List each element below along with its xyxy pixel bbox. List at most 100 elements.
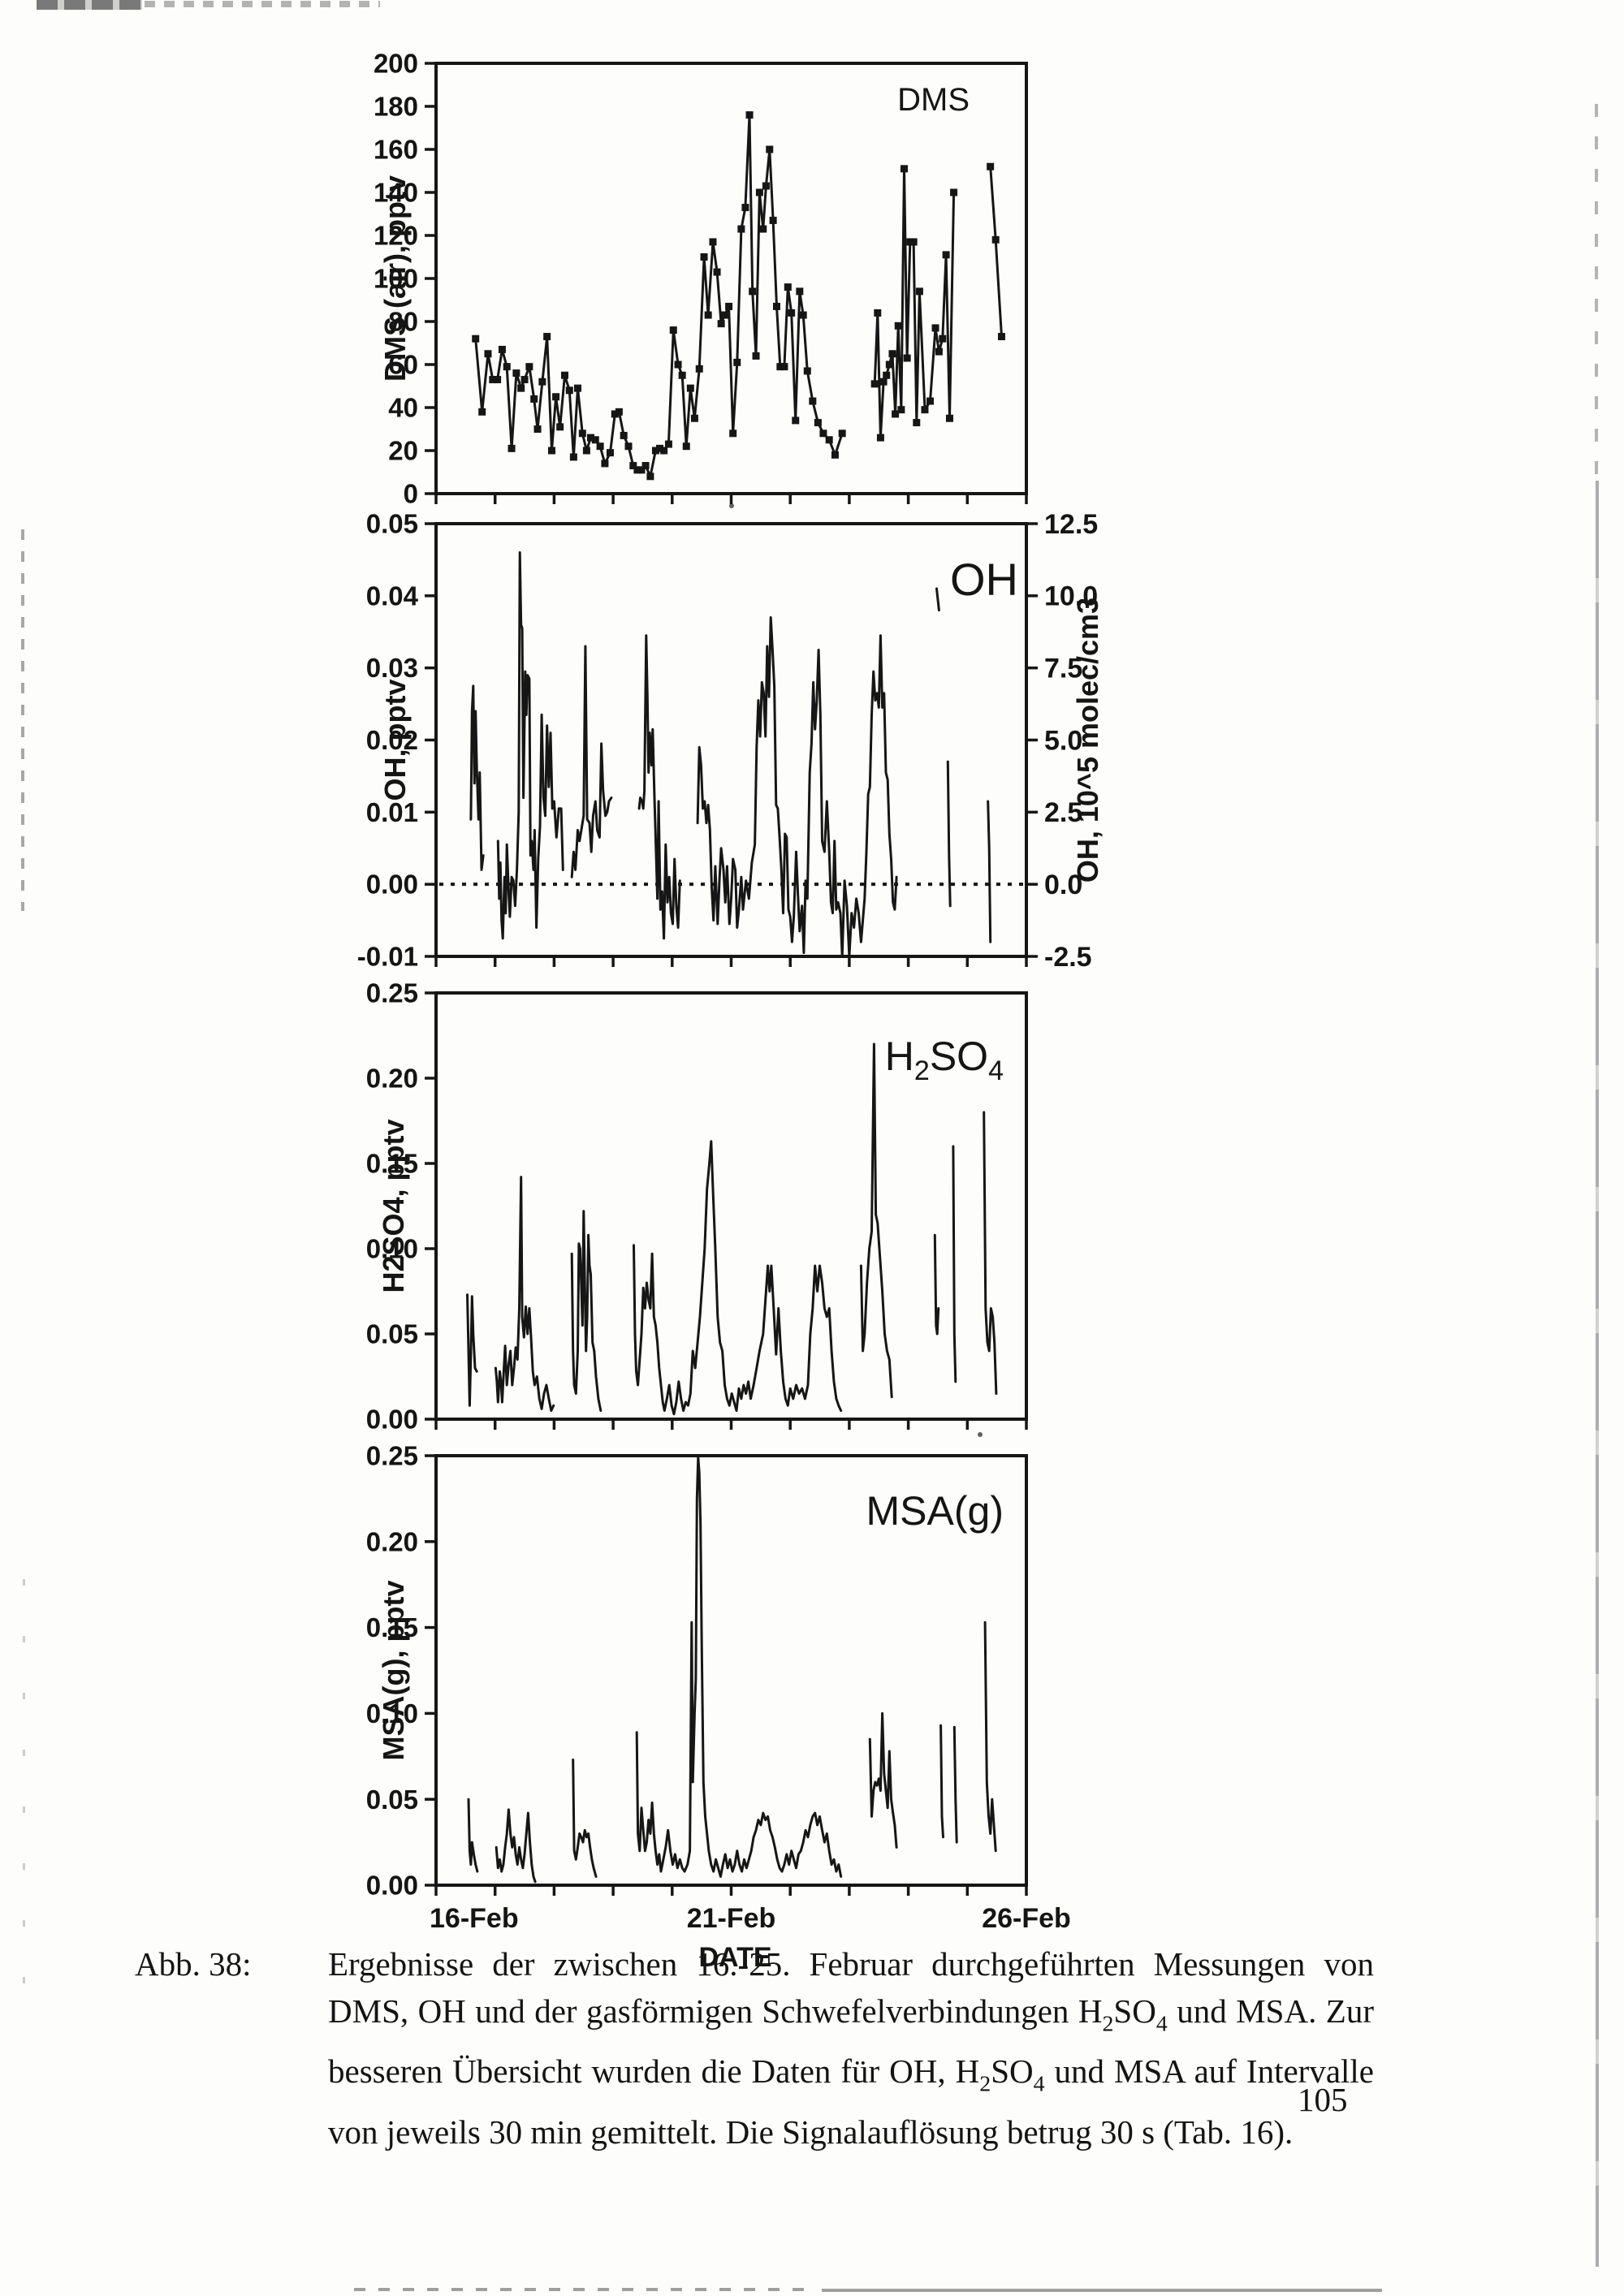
data-marker bbox=[695, 365, 703, 373]
data-marker bbox=[713, 268, 721, 276]
data-marker bbox=[759, 225, 767, 233]
data-marker bbox=[752, 352, 760, 360]
data-marker bbox=[512, 369, 520, 378]
data-marker bbox=[894, 322, 902, 330]
data-marker bbox=[931, 324, 939, 332]
plot-frame bbox=[434, 62, 1028, 495]
data-marker bbox=[533, 425, 542, 433]
y-tick-label: 40 bbox=[388, 393, 418, 423]
data-marker bbox=[766, 145, 774, 153]
y-axis-title: OH, pptv bbox=[378, 680, 412, 801]
y-tick-label: 0.15 bbox=[366, 1612, 418, 1642]
x-tick-label: 21-Feb bbox=[687, 1903, 776, 1934]
data-marker bbox=[741, 204, 749, 212]
y-axis-title: H2SO4, pptv bbox=[377, 1119, 410, 1293]
data-marker bbox=[472, 334, 480, 343]
data-marker bbox=[888, 350, 896, 358]
data-marker bbox=[704, 311, 712, 319]
series-msa bbox=[635, 1456, 843, 1878]
data-marker bbox=[556, 423, 564, 431]
data-marker bbox=[530, 395, 538, 403]
data-marker bbox=[780, 363, 788, 371]
series-oh bbox=[496, 551, 564, 940]
data-marker bbox=[903, 354, 911, 362]
y-tick-label: 0.25 bbox=[366, 1441, 418, 1471]
data-marker bbox=[629, 462, 637, 470]
data-marker bbox=[755, 188, 763, 196]
data-marker bbox=[819, 429, 827, 438]
series-msa bbox=[983, 1621, 997, 1853]
data-marker bbox=[874, 309, 882, 317]
data-marker bbox=[543, 333, 551, 341]
right-y-tick-label: -2.5 bbox=[1044, 942, 1092, 973]
data-marker bbox=[901, 165, 909, 173]
page-number: 105 bbox=[1298, 2081, 1348, 2118]
data-marker bbox=[656, 444, 664, 452]
data-marker bbox=[508, 444, 516, 452]
y-tick-label: 100 bbox=[374, 264, 418, 294]
data-marker bbox=[484, 350, 492, 358]
chart-title-dms: DMS bbox=[897, 82, 970, 118]
y-tick-label: 0.00 bbox=[366, 870, 418, 900]
data-marker bbox=[525, 363, 533, 371]
series-h2so4 bbox=[933, 1233, 940, 1336]
data-marker bbox=[809, 397, 817, 405]
right-y-axis-title: OH, 10^5 molec/cm3 bbox=[1071, 598, 1104, 883]
series-oh bbox=[570, 645, 613, 878]
y-tick-label: 0.25 bbox=[366, 978, 418, 1008]
series-msa bbox=[952, 1725, 958, 1844]
data-marker bbox=[788, 309, 796, 317]
chart-title-oh: OH bbox=[950, 554, 1018, 605]
data-marker bbox=[762, 182, 770, 190]
caption-line: DMS, OH und der gasförmigen Schwefelverb… bbox=[328, 1992, 1374, 2037]
chart-msa: 0.00 0.05 0.10 0.15 0.20 0.25 16-Feb 21-Feb 26-F… bbox=[366, 1441, 1071, 1973]
data-marker bbox=[721, 311, 729, 319]
data-marker bbox=[503, 363, 511, 371]
x-tick-label: 26-Feb bbox=[982, 1903, 1071, 1934]
data-marker bbox=[498, 345, 506, 353]
data-marker bbox=[633, 466, 641, 474]
data-marker bbox=[935, 347, 943, 356]
series-h2so4 bbox=[952, 1145, 957, 1383]
data-marker bbox=[885, 360, 893, 369]
data-marker bbox=[737, 225, 745, 233]
data-marker bbox=[913, 419, 921, 427]
data-marker bbox=[552, 393, 560, 401]
data-marker bbox=[674, 360, 682, 369]
x-tick-label: 16-Feb bbox=[430, 1903, 519, 1934]
series-h2so4 bbox=[859, 1042, 893, 1399]
y-tick-label: 140 bbox=[374, 178, 418, 208]
figure-caption: Abb. 38: Ergebnisse der zwischen 16.-25.… bbox=[135, 1940, 1377, 2156]
chart-oh: -0.01 0.00 0.01 0.02 0.03 0.04 0.05 OH, pptv -2.… bbox=[357, 509, 1104, 973]
data-marker bbox=[637, 466, 646, 474]
data-marker bbox=[520, 376, 529, 384]
data-marker bbox=[796, 287, 804, 296]
data-marker bbox=[784, 283, 792, 291]
series-dms bbox=[474, 114, 844, 478]
data-marker bbox=[489, 376, 497, 384]
data-marker bbox=[945, 414, 953, 422]
data-marker bbox=[749, 287, 757, 296]
series-msa bbox=[868, 1711, 898, 1849]
data-marker bbox=[717, 320, 725, 328]
figure-label: Abb. 38: bbox=[135, 1945, 252, 1983]
data-marker bbox=[892, 410, 900, 418]
data-marker bbox=[578, 429, 586, 438]
series-oh bbox=[469, 684, 485, 871]
data-marker bbox=[686, 384, 694, 392]
data-marker bbox=[646, 473, 654, 481]
y-tick-label: 120 bbox=[374, 221, 418, 251]
chart-title-h2so4: H2SO4 bbox=[885, 1034, 1004, 1086]
data-marker bbox=[620, 431, 628, 439]
y-tick-label: 200 bbox=[374, 49, 418, 79]
data-marker bbox=[494, 376, 502, 384]
chart-dms: 0 20 40 60 80 100 120 140 160 180 200 DMS (air), pp… bbox=[374, 49, 1028, 509]
figure-caption-text: Ergebnisse der zwischen 16.-25. Februar … bbox=[328, 1940, 1374, 2156]
y-tick-label: 0.00 bbox=[366, 1405, 418, 1435]
data-marker bbox=[870, 380, 879, 388]
series-dms bbox=[989, 165, 1003, 339]
y-tick-label: -0.01 bbox=[357, 942, 418, 972]
data-marker bbox=[745, 111, 754, 119]
